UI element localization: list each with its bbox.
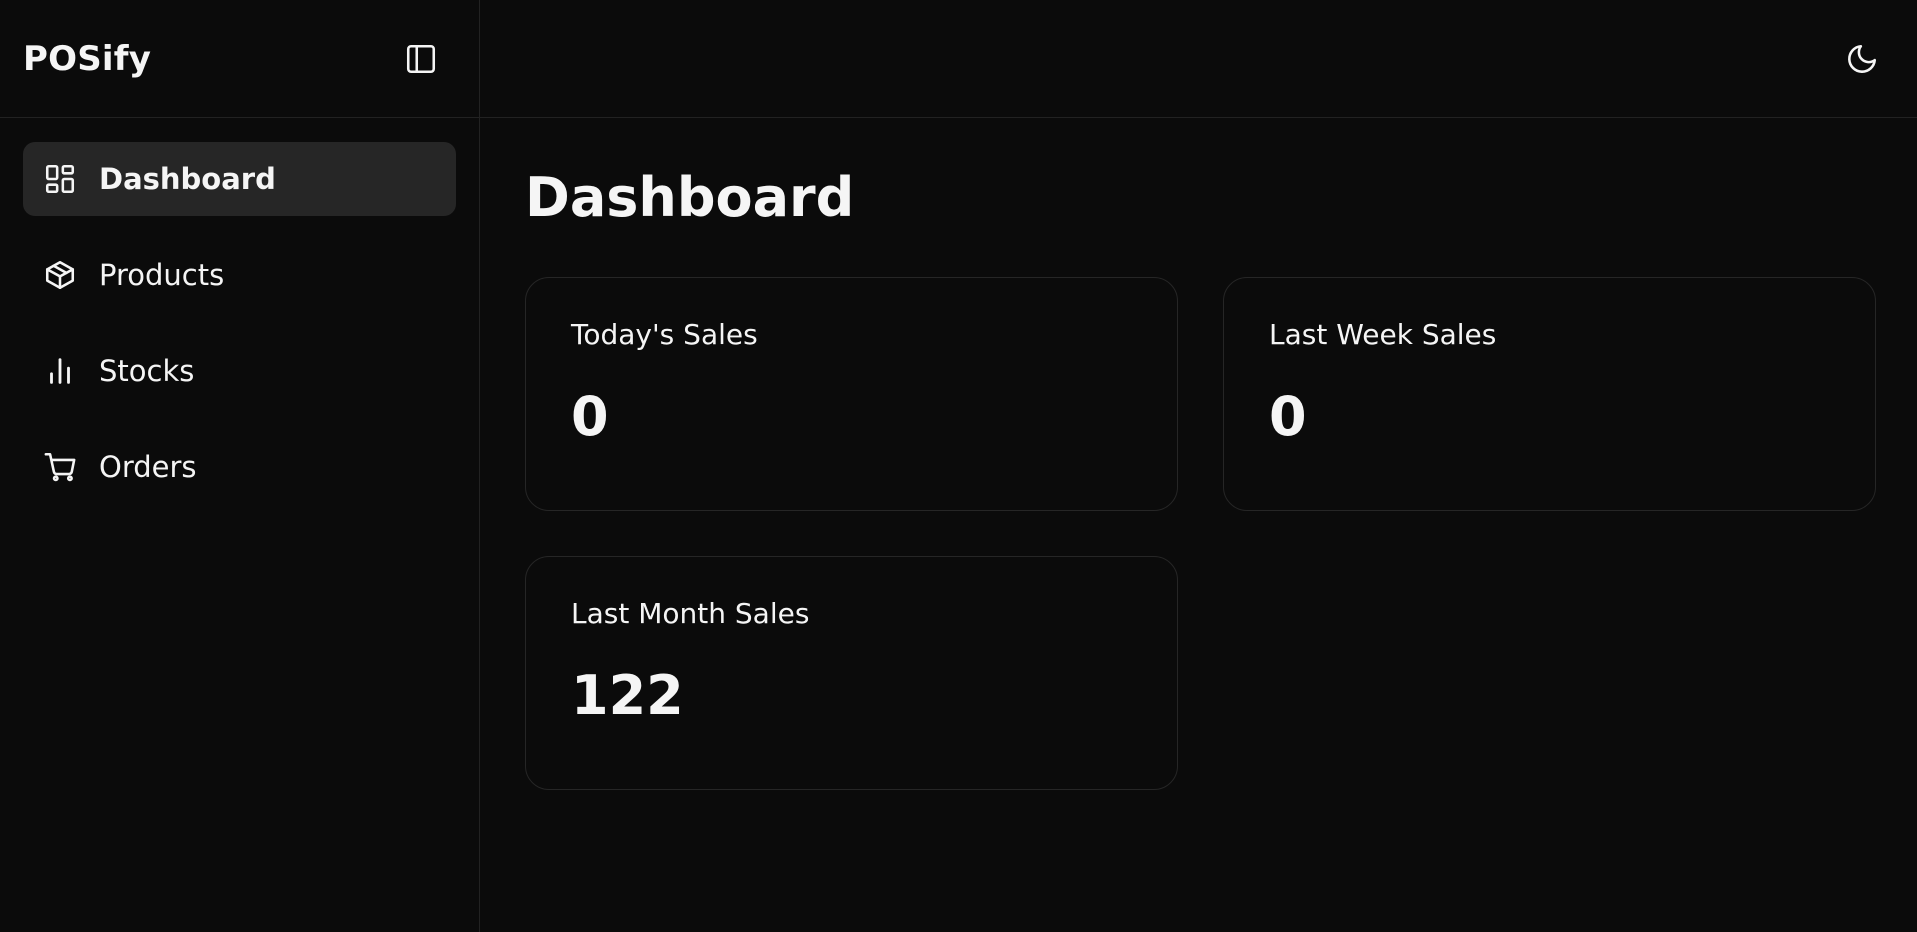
layout-dashboard-icon	[43, 162, 77, 196]
sidebar-nav: Dashboard Products	[0, 118, 479, 528]
sidebar-header: POSify	[0, 0, 479, 118]
main-area: Dashboard Today's Sales 0 Last Week Sale…	[480, 0, 1917, 932]
stat-card-last-month-sales: Last Month Sales 122	[525, 556, 1178, 790]
top-header	[480, 0, 1917, 118]
sidebar-panel-icon	[406, 44, 436, 73]
stats-cards: Today's Sales 0 Last Week Sales 0 Last M…	[525, 277, 1876, 790]
card-value: 122	[571, 664, 684, 727]
sidebar-item-products[interactable]: Products	[23, 238, 456, 312]
sidebar-item-dashboard[interactable]: Dashboard	[23, 142, 456, 216]
bar-chart-icon	[43, 354, 77, 388]
app-logo-title[interactable]: POSify	[23, 38, 152, 79]
card-title: Last Month Sales	[571, 597, 810, 630]
sidebar-item-label: Orders	[99, 450, 197, 484]
stat-card-last-week-sales: Last Week Sales 0	[1223, 277, 1876, 511]
sidebar-item-label: Products	[99, 258, 225, 292]
sidebar-toggle-button[interactable]	[401, 39, 441, 79]
dashboard-content: Dashboard Today's Sales 0 Last Week Sale…	[480, 118, 1917, 790]
card-title: Today's Sales	[571, 318, 758, 351]
page-title: Dashboard	[525, 166, 855, 229]
sidebar-item-label: Stocks	[99, 354, 195, 388]
card-title: Last Week Sales	[1269, 318, 1497, 351]
sidebar-item-orders[interactable]: Orders	[23, 430, 456, 504]
sidebar: POSify Dashboard	[0, 0, 480, 932]
card-value: 0	[1269, 385, 1307, 448]
sidebar-item-stocks[interactable]: Stocks	[23, 334, 456, 408]
sidebar-item-label: Dashboard	[99, 162, 276, 196]
stat-card-todays-sales: Today's Sales 0	[525, 277, 1178, 511]
shopping-cart-icon	[43, 450, 77, 484]
package-icon	[43, 258, 77, 292]
theme-toggle-button[interactable]	[1842, 39, 1882, 79]
moon-icon	[1848, 44, 1877, 73]
card-value: 0	[571, 385, 609, 448]
